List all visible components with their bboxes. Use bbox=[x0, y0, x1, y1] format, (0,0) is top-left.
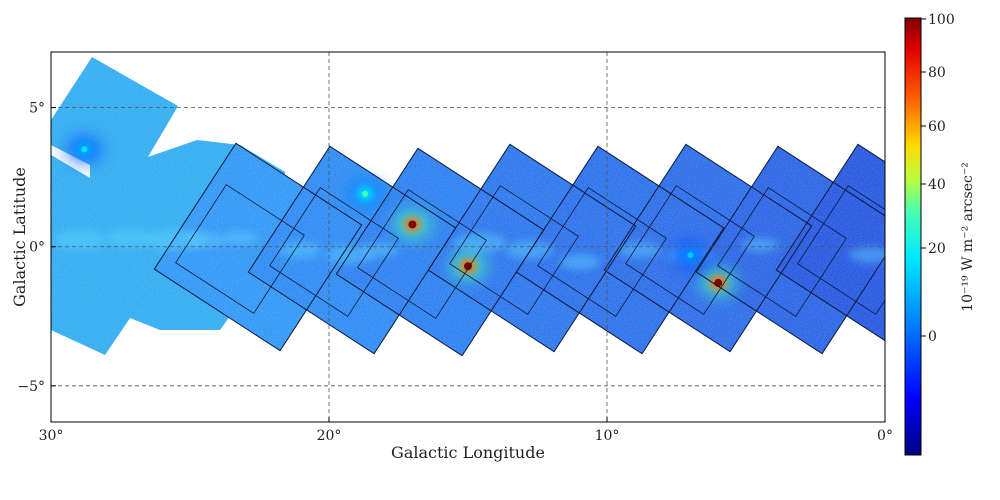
x-tick-label: 10° bbox=[595, 428, 620, 444]
field-outline bbox=[603, 143, 813, 353]
source-core bbox=[81, 146, 88, 153]
y-tick-label: −5° bbox=[17, 379, 45, 395]
y-axis-label: Galactic Latitude bbox=[10, 167, 29, 307]
colorbar bbox=[904, 17, 922, 456]
diffuse-knot bbox=[146, 229, 204, 251]
x-tick-label: 20° bbox=[317, 428, 342, 444]
field-outline bbox=[695, 145, 885, 355]
colorbar-tick-label: 40 bbox=[928, 177, 946, 193]
colorbar-tick-label: 0 bbox=[928, 329, 937, 345]
colorbar-tick-label: 20 bbox=[928, 241, 946, 257]
field-outline bbox=[247, 145, 457, 355]
diffuse-knot bbox=[54, 230, 106, 250]
sub-field-outline bbox=[537, 187, 667, 317]
x-tick-label: 0° bbox=[877, 428, 893, 444]
diffuse-knot bbox=[454, 233, 506, 253]
diffuse-knot bbox=[106, 229, 154, 247]
source-core bbox=[687, 252, 694, 259]
survey-coverage bbox=[51, 57, 885, 357]
field-outline bbox=[775, 143, 885, 342]
colorbar-tick-label: 80 bbox=[928, 65, 946, 81]
field-outline bbox=[335, 147, 545, 357]
diffuse-knot bbox=[184, 232, 226, 248]
y-tick-label: 5° bbox=[29, 101, 45, 117]
field-outline bbox=[153, 142, 363, 352]
diffuse-knot bbox=[361, 243, 399, 257]
plot-frame bbox=[50, 51, 886, 423]
y-axis-ticks: 5° 0° −5° bbox=[17, 101, 56, 395]
field-outline bbox=[515, 145, 725, 355]
source-core bbox=[408, 220, 417, 229]
coverage-noise-texture bbox=[51, 57, 885, 356]
source-core bbox=[362, 190, 369, 197]
y-tick-label: 0° bbox=[29, 240, 45, 256]
colorbar-label: 10⁻¹⁹ W m⁻² arcsec⁻² bbox=[960, 162, 976, 312]
field-outlines bbox=[153, 142, 885, 357]
sub-field-outline bbox=[717, 187, 847, 317]
diffuse-emission bbox=[54, 135, 885, 297]
source-core bbox=[464, 262, 472, 271]
x-axis-ticks: 30° 20° 10° 0° bbox=[39, 417, 893, 444]
colorbar-tick-label: 100 bbox=[928, 12, 955, 28]
diffuse-knot bbox=[849, 247, 885, 263]
field-outline bbox=[427, 143, 637, 353]
diffuse-knot bbox=[279, 242, 321, 258]
sub-field-outline bbox=[449, 185, 579, 315]
sub-field-outline bbox=[357, 189, 487, 319]
x-axis-label: Galactic Longitude bbox=[391, 443, 545, 462]
sub-field-outline bbox=[175, 184, 305, 314]
colorbar-ticks: 0 20 40 60 80 100 bbox=[921, 12, 955, 345]
diffuse-knot bbox=[221, 231, 259, 245]
diffuse-knot bbox=[326, 246, 374, 264]
sub-field-outline bbox=[269, 187, 399, 317]
diffuse-knot bbox=[741, 238, 779, 252]
diffuse-knot bbox=[506, 241, 554, 259]
sub-field-outline bbox=[625, 185, 755, 315]
coordinate-grid bbox=[51, 52, 885, 422]
source-core bbox=[714, 278, 723, 287]
sub-field-outline bbox=[797, 185, 885, 315]
diffuse-knot bbox=[559, 254, 601, 270]
x-tick-label: 30° bbox=[39, 428, 64, 444]
colorbar-tick-label: 60 bbox=[928, 119, 946, 135]
diffuse-knot bbox=[619, 242, 661, 258]
